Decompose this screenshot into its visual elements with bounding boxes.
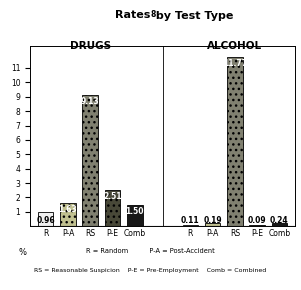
Text: 0.11: 0.11 [181, 216, 200, 226]
Text: 0.24: 0.24 [270, 216, 289, 226]
Text: 0.19: 0.19 [203, 216, 222, 226]
Bar [272, 223, 287, 226]
Text: 1.50: 1.50 [126, 207, 144, 216]
Text: Rates: Rates [115, 10, 150, 20]
Bar [105, 190, 120, 226]
Bar [38, 212, 54, 226]
Text: %: % [18, 248, 26, 257]
Text: 11.77: 11.77 [223, 59, 247, 68]
Bar [60, 203, 76, 226]
Text: 1.63: 1.63 [59, 205, 77, 214]
Bar [249, 225, 265, 226]
Text: 0.09: 0.09 [248, 216, 266, 226]
Text: 9.13: 9.13 [81, 97, 100, 106]
Bar [205, 224, 220, 226]
Text: by Test Type: by Test Type [152, 11, 233, 21]
Text: DRUGS: DRUGS [70, 41, 111, 51]
Text: 0.96: 0.96 [36, 216, 55, 226]
Text: ALCOHOL: ALCOHOL [207, 41, 262, 51]
Text: R = Random          P-A = Post-Accident: R = Random P-A = Post-Accident [86, 248, 215, 254]
Text: 2.51: 2.51 [103, 192, 122, 201]
Text: 8: 8 [150, 10, 156, 19]
Text: RS = Reasonable Suspicion    P-E = Pre-Employment    Comb = Combined: RS = Reasonable Suspicion P-E = Pre-Empl… [34, 268, 267, 273]
Bar [183, 225, 198, 226]
Bar [227, 57, 243, 226]
Bar [127, 205, 142, 226]
Bar [82, 95, 98, 226]
